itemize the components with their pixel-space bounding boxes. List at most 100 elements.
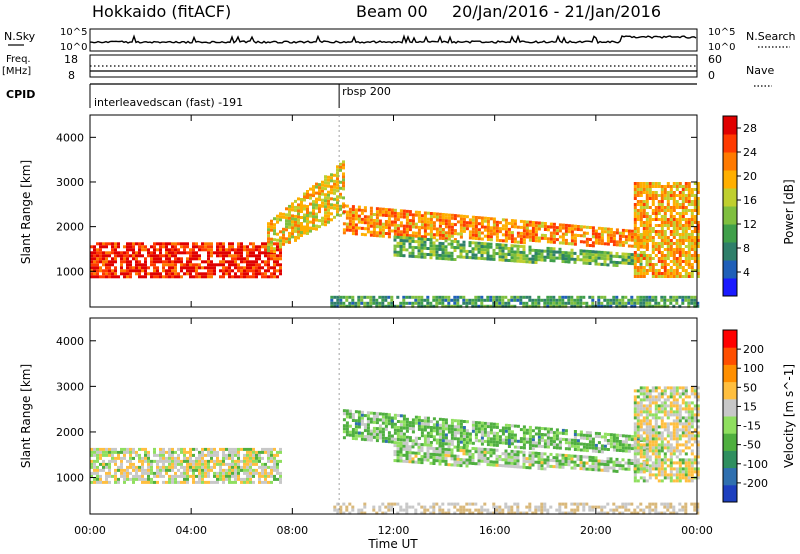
- heatmap-cell: [633, 413, 637, 417]
- heatmap-cell: [195, 242, 198, 246]
- heatmap-cell: [468, 452, 472, 456]
- heatmap-cell: [435, 450, 439, 454]
- heatmap-cell: [399, 441, 403, 445]
- heatmap-cell: [258, 248, 261, 252]
- heatmap-cell: [609, 442, 613, 446]
- heatmap-cell: [663, 392, 667, 396]
- heatmap-cell: [597, 262, 601, 266]
- heatmap-cell: [339, 301, 343, 305]
- heatmap-cell: [144, 447, 147, 451]
- heatmap-cell: [396, 224, 400, 228]
- heatmap-cell: [687, 440, 691, 444]
- heatmap-cell: [651, 295, 655, 299]
- heatmap-cell: [384, 412, 388, 416]
- heatmap-cell: [516, 247, 520, 251]
- heatmap-cell: [258, 465, 261, 469]
- heatmap-cell: [309, 202, 312, 206]
- heatmap-cell: [684, 224, 688, 227]
- heatmap-cell: [114, 254, 117, 258]
- heatmap-cell: [243, 248, 246, 252]
- heatmap-cell: [426, 217, 430, 221]
- heatmap-cell: [672, 410, 676, 414]
- heatmap-cell: [672, 404, 676, 408]
- heatmap-cell: [210, 245, 213, 249]
- heatmap-cell: [345, 298, 349, 302]
- heatmap-cell: [531, 447, 535, 451]
- heatmap-cell: [354, 208, 358, 212]
- heatmap-cell: [309, 229, 312, 233]
- heatmap-cell: [444, 433, 448, 437]
- heatmap-cell: [684, 404, 688, 408]
- heatmap-cell: [639, 269, 643, 272]
- heatmap-cell: [477, 237, 481, 241]
- heatmap-cell: [486, 422, 490, 426]
- heatmap-cell: [444, 447, 448, 451]
- heatmap-cell: [585, 437, 589, 441]
- heatmap-cell: [96, 477, 99, 481]
- heatmap-cell: [636, 440, 640, 444]
- heatmap-cell: [420, 295, 424, 299]
- heatmap-cell: [600, 262, 604, 266]
- heatmap-cell: [294, 208, 297, 212]
- heatmap-cell: [252, 260, 255, 264]
- heatmap-cell: [234, 257, 237, 261]
- heatmap-cell: [273, 242, 276, 246]
- heatmap-cell: [681, 398, 685, 402]
- heatmap-cell: [435, 215, 439, 219]
- heatmap-cell: [267, 480, 270, 484]
- heatmap-cell: [318, 186, 321, 190]
- heatmap-cell: [297, 203, 300, 207]
- heatmap-cell: [672, 230, 676, 233]
- heatmap-cell: [138, 263, 141, 267]
- heatmap-cell: [603, 242, 607, 246]
- heatmap-cell: [339, 204, 342, 208]
- heatmap-cell: [126, 275, 129, 279]
- heatmap-cell: [426, 449, 430, 453]
- heatmap-cell: [624, 258, 628, 262]
- heatmap-cell: [495, 434, 499, 438]
- heatmap-cell: [612, 240, 616, 244]
- heatmap-cell: [375, 301, 379, 305]
- heatmap-cell: [501, 218, 505, 222]
- heatmap-cell: [264, 474, 267, 478]
- heatmap-cell: [168, 254, 171, 258]
- heatmap-cell: [162, 260, 165, 264]
- heatmap-cell: [483, 459, 487, 463]
- heatmap-cell: [159, 456, 162, 460]
- heatmap-cell: [168, 456, 171, 460]
- heatmap-cell: [300, 198, 303, 201]
- heatmap-cell: [687, 233, 691, 236]
- heatmap-cell: [669, 239, 673, 242]
- heatmap-cell: [267, 459, 270, 463]
- heatmap-cell: [420, 249, 424, 253]
- heatmap-cell: [411, 231, 415, 235]
- heatmap-cell: [504, 449, 508, 453]
- heatmap-cell: [690, 401, 694, 405]
- heatmap-cell: [234, 272, 237, 276]
- heatmap-cell: [534, 230, 538, 234]
- heatmap-cell: [603, 435, 607, 439]
- heatmap-cell: [105, 474, 108, 478]
- heatmap-cell: [408, 228, 412, 232]
- heatmap-cell: [504, 243, 508, 247]
- heatmap-cell: [90, 251, 93, 255]
- heatmap-cell: [252, 468, 255, 472]
- heatmap-cell: [654, 473, 658, 477]
- heatmap-cell: [588, 262, 592, 265]
- heatmap-cell: [147, 456, 150, 460]
- heatmap-cell: [429, 455, 433, 459]
- heatmap-cell: [198, 480, 201, 484]
- heatmap-cell: [336, 165, 339, 169]
- heatmap-cell: [516, 240, 520, 244]
- heatmap-cell: [453, 419, 457, 423]
- heatmap-cell: [138, 269, 141, 273]
- heatmap-cell: [474, 436, 478, 440]
- heatmap-cell: [663, 269, 667, 272]
- heatmap-cell: [648, 464, 652, 468]
- heatmap-cell: [474, 228, 478, 231]
- heatmap-cell: [669, 209, 673, 212]
- heatmap-cell: [612, 254, 616, 258]
- heatmap-cell: [612, 263, 616, 267]
- heatmap-cell: [486, 248, 490, 252]
- heatmap-cell: [615, 243, 619, 247]
